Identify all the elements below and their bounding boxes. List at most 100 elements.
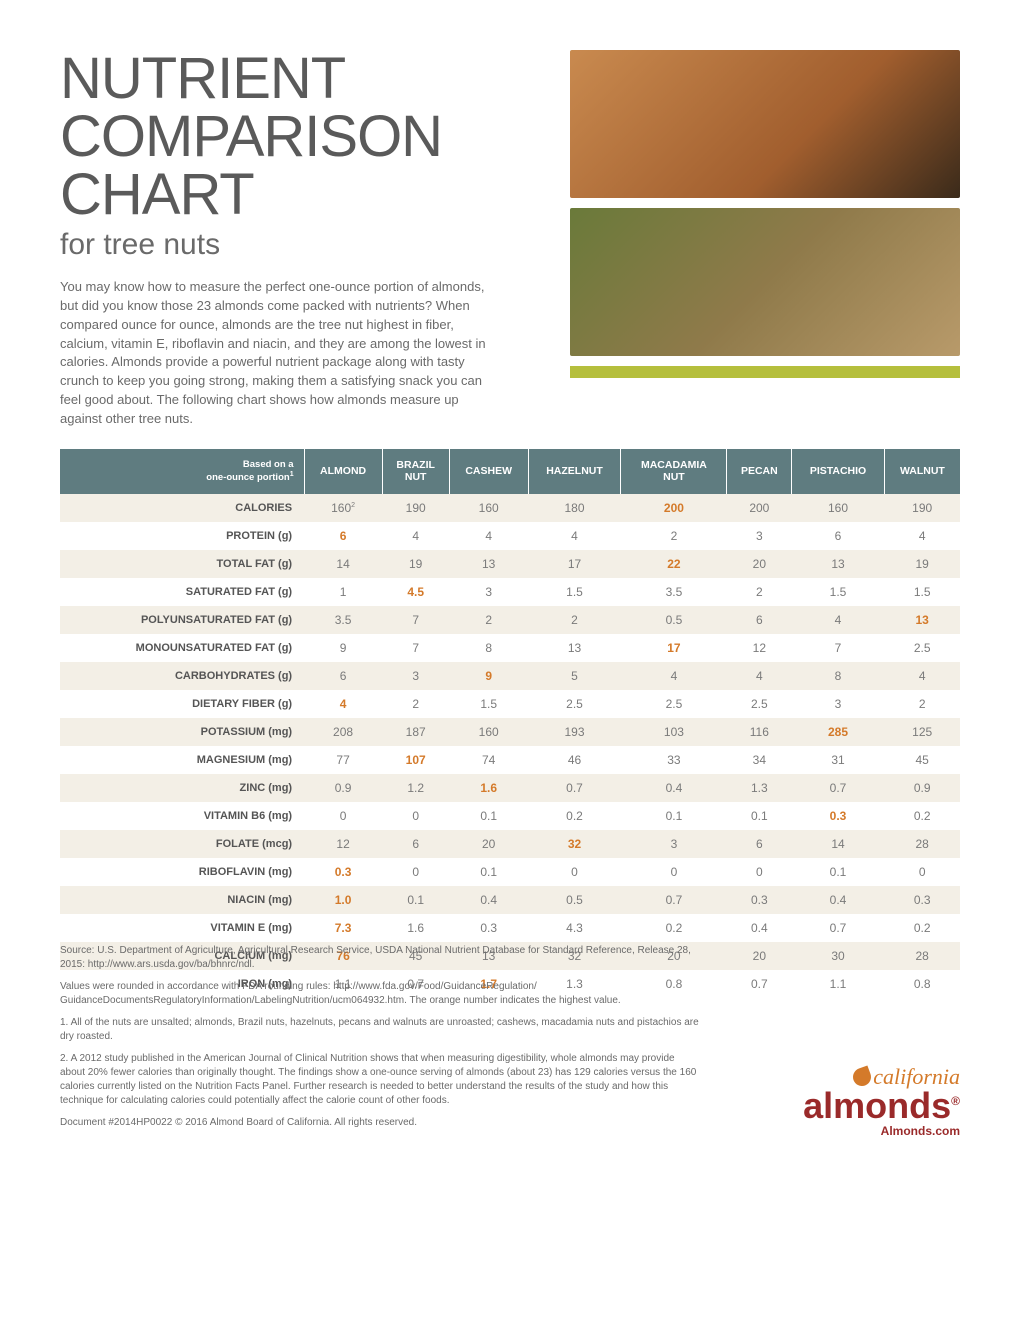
header-left: NUTRIENT COMPARISON CHART for tree nuts … [60,50,550,429]
table-cell: 2 [727,578,792,606]
table-cell: 6 [304,662,382,690]
table-cell: 0.9 [304,774,382,802]
table-cell: 0.3 [884,886,960,914]
row-label: VITAMIN B6 (mg) [60,802,304,830]
table-cell: 13 [528,634,621,662]
table-cell: 0.7 [621,886,727,914]
table-row: MONOUNSATURATED FAT (g)97813171272.5 [60,634,960,662]
table-cell: 0.4 [792,886,885,914]
row-label: CARBOHYDRATES (g) [60,662,304,690]
table-cell: 4.5 [382,578,449,606]
table-cell: 125 [884,718,960,746]
table-cell: 187 [382,718,449,746]
table-header-col: PECAN [727,449,792,494]
table-header-col: ALMOND [304,449,382,494]
footnotes: Source: U.S. Department of Agriculture, … [60,944,700,1138]
table-cell: 33 [621,746,727,774]
hero-photo-tree [570,208,960,356]
table-cell: 8 [449,634,528,662]
table-cell: 2.5 [621,690,727,718]
table-cell: 19 [884,550,960,578]
hero-photo-almonds [570,50,960,198]
row-label: RIBOFLAVIN (mg) [60,858,304,886]
table-cell: 160 [449,494,528,522]
table-cell: 0 [884,858,960,886]
table-cell: 160 [449,718,528,746]
table-cell: 46 [528,746,621,774]
table-header-col: PISTACHIO [792,449,885,494]
table-header-col: WALNUT [884,449,960,494]
page-subtitle: for tree nuts [60,228,550,262]
row-label: POTASSIUM (mg) [60,718,304,746]
nutrient-table: Based on aone-ounce portion1ALMONDBRAZIL… [60,449,960,998]
table-cell: 2 [621,522,727,550]
table-cell: 20 [727,550,792,578]
table-cell: 190 [382,494,449,522]
footnote: Document #2014HP0022 © 2016 Almond Board… [60,1116,700,1130]
page-title: NUTRIENT COMPARISON CHART [60,50,550,224]
table-cell: 9 [304,634,382,662]
table-row: RIBOFLAVIN (mg)0.300.10000.10 [60,858,960,886]
table-row: CALORIES1602190160180200200160190 [60,494,960,522]
table-cell: 6 [727,830,792,858]
table-cell: 103 [621,718,727,746]
table-cell: 0.5 [621,606,727,634]
table-cell: 0.1 [727,802,792,830]
table-cell: 2.5 [727,690,792,718]
table-cell: 13 [792,550,885,578]
table-header-col: MACADAMIANUT [621,449,727,494]
footnote: 1. All of the nuts are unsalted; almonds… [60,1016,700,1044]
table-cell: 12 [727,634,792,662]
table-row: TOTAL FAT (g)1419131722201319 [60,550,960,578]
row-label: FOLATE (mcg) [60,830,304,858]
table-cell: 1.2 [382,774,449,802]
header-images [570,50,960,429]
table-row: MAGNESIUM (mg)77107744633343145 [60,746,960,774]
row-label: DIETARY FIBER (g) [60,690,304,718]
table-row: SATURATED FAT (g)14.531.53.521.51.5 [60,578,960,606]
table-cell: 180 [528,494,621,522]
table-cell: 2 [884,690,960,718]
table-cell: 3 [621,830,727,858]
table-row: ZINC (mg)0.91.21.60.70.41.30.70.9 [60,774,960,802]
table-cell: 285 [792,718,885,746]
table-cell: 1.0 [304,886,382,914]
table-header-label: Based on aone-ounce portion1 [60,449,304,494]
table-cell: 13 [449,550,528,578]
table-row: CARBOHYDRATES (g)63954484 [60,662,960,690]
table-cell: 1 [304,578,382,606]
table-cell: 0.1 [449,802,528,830]
table-header-col: CASHEW [449,449,528,494]
row-label: CALORIES [60,494,304,522]
table-cell: 34 [727,746,792,774]
table-cell: 4 [884,522,960,550]
table-cell: 0.4 [449,886,528,914]
table-cell: 9 [449,662,528,690]
table-row: VITAMIN B6 (mg)000.10.20.10.10.30.2 [60,802,960,830]
table-cell: 1.5 [884,578,960,606]
table-cell: 3.5 [621,578,727,606]
table-cell: 17 [528,550,621,578]
table-cell: 14 [304,550,382,578]
table-cell: 0 [304,802,382,830]
table-cell: 6 [792,522,885,550]
row-label: TOTAL FAT (g) [60,550,304,578]
table-row: FOLATE (mcg)1262032361428 [60,830,960,858]
footnote: Source: U.S. Department of Agriculture, … [60,944,700,972]
table-cell: 0.1 [449,858,528,886]
table-cell: 0 [382,802,449,830]
table-cell: 200 [621,494,727,522]
table-cell: 0.3 [727,886,792,914]
table-cell: 190 [884,494,960,522]
table-cell: 200 [727,494,792,522]
header: NUTRIENT COMPARISON CHART for tree nuts … [60,50,960,429]
row-label: NIACIN (mg) [60,886,304,914]
table-cell: 3 [727,522,792,550]
table-cell: 0.4 [621,774,727,802]
table-cell: 31 [792,746,885,774]
table-cell: 1.5 [792,578,885,606]
table-cell: 13 [884,606,960,634]
table-cell: 2 [449,606,528,634]
footnote: Values were rounded in accordance with F… [60,980,700,1008]
table-cell: 0.3 [304,858,382,886]
